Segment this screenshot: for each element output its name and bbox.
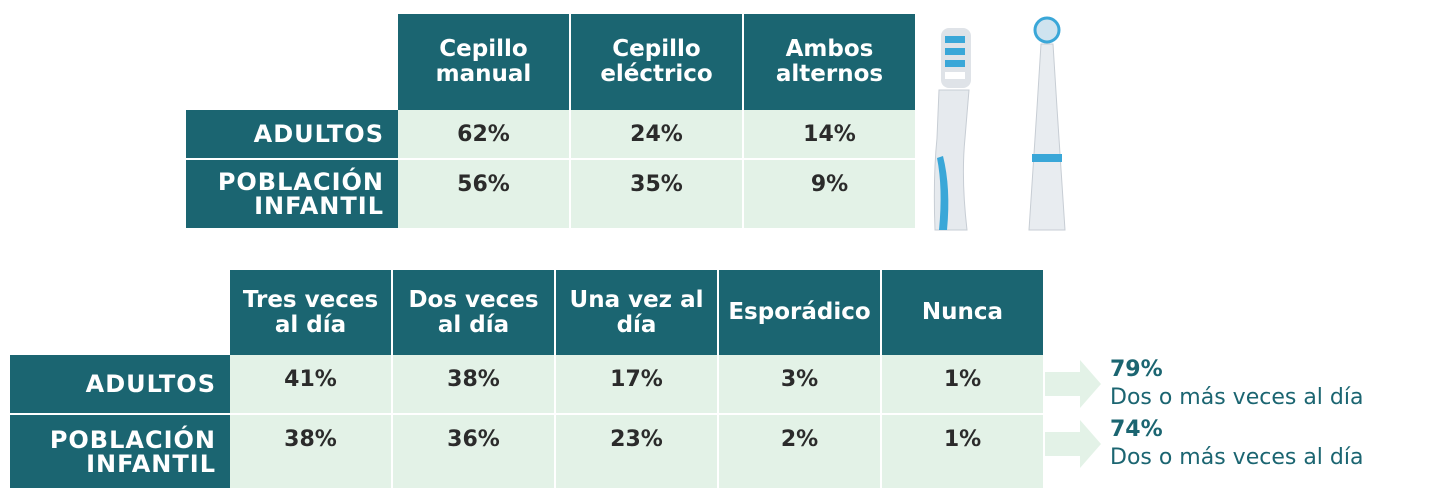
cell: 2% (719, 415, 882, 490)
row-label: POBLACIÓN INFANTIL (186, 160, 398, 230)
cell: 41% (230, 355, 393, 415)
cell: 56% (398, 160, 571, 230)
summary-value: 79% (1110, 357, 1163, 382)
column-header: Una vez al día (556, 270, 719, 355)
cell: 24% (571, 110, 744, 160)
cell: 1% (882, 355, 1045, 415)
column-header: Esporádico (719, 270, 882, 355)
cell: 38% (393, 355, 556, 415)
cell: 9% (744, 160, 917, 230)
cell: 1% (882, 415, 1045, 490)
row-label: POBLACIÓN INFANTIL (10, 415, 230, 490)
toothbrush-illustration (925, 8, 1085, 233)
cell: 14% (744, 110, 917, 160)
column-header: Ambos alternos (744, 14, 917, 110)
column-header: Nunca (882, 270, 1045, 355)
cell: 23% (556, 415, 719, 490)
cell: 62% (398, 110, 571, 160)
row-label: ADULTOS (10, 355, 230, 415)
column-header: Dos veces al día (393, 270, 556, 355)
cell: 36% (393, 415, 556, 490)
cell: 17% (556, 355, 719, 415)
page: (() => { const data = JSON.parse(documen… (0, 0, 1439, 490)
summary-text: Dos o más veces al día (1110, 445, 1363, 470)
cell: 35% (571, 160, 744, 230)
column-header: Cepillo manual (398, 14, 571, 110)
cell: 3% (719, 355, 882, 415)
cell: 38% (230, 415, 393, 490)
column-header: Cepillo eléctrico (571, 14, 744, 110)
summary-value: 74% (1110, 417, 1163, 442)
row-label: ADULTOS (186, 110, 398, 160)
summary-text: Dos o más veces al día (1110, 385, 1363, 410)
column-header: Tres veces al día (230, 270, 393, 355)
arrows (1045, 358, 1105, 490)
